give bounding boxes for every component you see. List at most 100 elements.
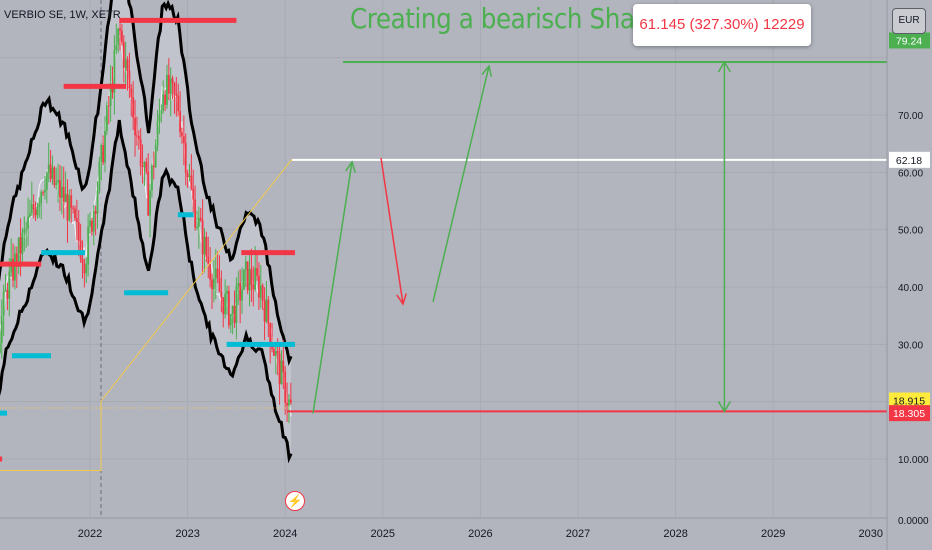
candle-body — [12, 258, 14, 281]
candle-body — [89, 220, 91, 227]
x-tick-label: 2028 — [663, 528, 687, 540]
candle-body — [201, 220, 204, 255]
price-label-text: 62.18 — [896, 155, 922, 167]
y-tick-label: 40.00 — [898, 283, 923, 294]
candle-body — [87, 226, 90, 265]
candle-body — [143, 161, 146, 167]
candle-body — [284, 371, 287, 403]
arrow-ab-head — [396, 293, 407, 306]
candle-body — [139, 139, 142, 166]
candle-body — [49, 164, 52, 179]
candle-body — [256, 268, 258, 276]
candle-body — [117, 28, 120, 45]
y-tick-label: 50.00 — [898, 226, 923, 237]
candle-body — [276, 350, 279, 354]
candle-body — [239, 283, 242, 301]
candle-body — [40, 192, 43, 204]
candle-body — [0, 342, 1, 354]
price-label-box — [889, 151, 930, 168]
annotation-title: Creating a bearisch Shark — [350, 2, 659, 35]
x-tick-label: 2022 — [78, 528, 102, 540]
candle-body — [8, 271, 11, 299]
candle-body — [122, 42, 125, 68]
candle-body — [113, 50, 116, 93]
candle-body — [141, 165, 144, 167]
candle-body — [42, 192, 44, 194]
candle-body — [27, 216, 29, 229]
candle-body — [152, 165, 155, 168]
candle-body — [226, 290, 228, 294]
candle-body — [160, 110, 163, 115]
candle-body — [94, 211, 97, 214]
candle-body — [263, 300, 266, 322]
candle-body — [177, 95, 180, 112]
candle-body — [289, 399, 292, 403]
candle-body — [156, 121, 159, 146]
candle-body — [235, 285, 238, 324]
candle-body — [218, 277, 221, 292]
candle-body — [55, 182, 58, 186]
candle-body — [169, 78, 172, 94]
upper-band — [0, 0, 293, 367]
candle-body — [45, 173, 48, 190]
candle-body — [171, 78, 174, 84]
candle-body — [203, 236, 206, 255]
candle-body — [265, 299, 268, 322]
candle-body — [98, 161, 101, 191]
candle-body — [207, 256, 210, 265]
candle-body — [269, 323, 272, 345]
y-tick-label: 10.000 — [898, 455, 929, 466]
candle-body — [92, 211, 95, 232]
candle-body — [47, 164, 50, 174]
candle-body — [154, 145, 157, 168]
candle-body — [261, 285, 264, 301]
candle-body — [267, 299, 270, 324]
candle-body — [60, 186, 63, 198]
x-tick-label: 2025 — [371, 528, 395, 540]
candle-body — [121, 30, 123, 43]
candle-body — [286, 402, 288, 406]
candle-body — [158, 114, 161, 122]
currency-button[interactable]: EUR — [892, 8, 926, 34]
candle-body — [137, 135, 140, 140]
x-tick-label: 2029 — [761, 528, 785, 540]
candle-body — [134, 117, 136, 136]
candle-body — [227, 290, 230, 326]
price-label-box — [889, 405, 930, 422]
candle-body — [25, 228, 28, 230]
candle-body — [258, 275, 260, 298]
grid — [0, 0, 887, 518]
y-tick-label: 0.0000 — [898, 516, 929, 527]
candle-body — [211, 279, 213, 290]
candle-body — [229, 313, 232, 326]
candle-body — [83, 263, 86, 274]
x-tick-label: 2027 — [566, 528, 590, 540]
candle-body — [104, 131, 106, 163]
candles — [0, 20, 292, 424]
candle-body — [237, 283, 240, 286]
arrow-ab — [380, 157, 404, 305]
candle-body — [105, 105, 108, 132]
candle-body — [68, 195, 71, 221]
candle-body — [209, 264, 212, 280]
candle-body — [72, 207, 75, 209]
candle-body — [248, 268, 251, 291]
candle-body — [34, 209, 37, 216]
candle-body — [102, 145, 105, 163]
y-tick-label: 60.00 — [898, 168, 923, 179]
candle-body — [32, 204, 35, 210]
candle-body — [77, 222, 80, 241]
candle-body — [254, 268, 257, 290]
candle-body — [273, 348, 275, 356]
candle-body — [79, 240, 82, 260]
symbol-label: VERBIO SE, 1W, XETR — [4, 9, 121, 21]
measure-bottom-head — [717, 401, 732, 413]
horizontal-levels — [0, 17, 887, 471]
candle-body — [85, 264, 88, 274]
lightning-icon[interactable]: ⚡ — [285, 491, 305, 511]
price-label-text: 79.24 — [896, 35, 922, 47]
candle-body — [14, 253, 16, 281]
candle-body — [119, 28, 121, 31]
price-label-text: 18.915 — [893, 396, 925, 408]
